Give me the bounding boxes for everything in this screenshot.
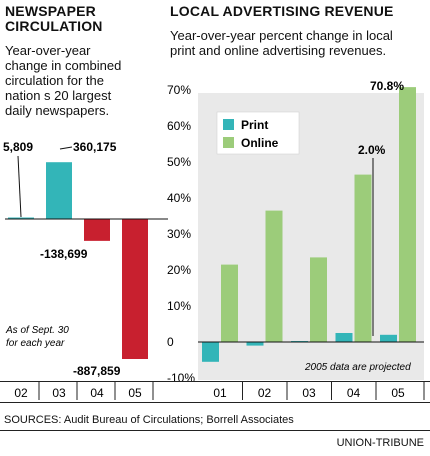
y-tick-label: 10% xyxy=(167,299,191,313)
y-tick-label: -10% xyxy=(167,371,195,385)
print-bar-05 xyxy=(380,334,397,342)
print-bar-01 xyxy=(202,342,219,362)
circulation-x-label-05: 05 xyxy=(128,386,142,400)
x-tick-label-01: 01 xyxy=(213,386,227,400)
y-tick-label: 30% xyxy=(167,227,191,241)
x-tick-label-04: 04 xyxy=(347,386,361,400)
ad-revenue-subtitle: Year-over-year percent change in local p… xyxy=(170,28,393,58)
circulation-title: NEWSPAPER CIRCULATION xyxy=(5,3,103,34)
x-tick-label-02: 02 xyxy=(258,386,272,400)
credit-text: UNION-TRIBUNE xyxy=(336,437,424,449)
online-bar-03 xyxy=(310,257,327,342)
sources-text: SOURCES: Audit Bureau of Circulations; B… xyxy=(4,414,294,426)
x-tick-label-03: 03 xyxy=(302,386,316,400)
ad-revenue-chart: 70% 60% 50% 40% 30% 20% 10% 0 -10% 70.8% 2.0% Pri… xyxy=(167,79,425,400)
circulation-bar-02 xyxy=(8,217,34,219)
circulation-value-label-03: 360,175 xyxy=(73,140,117,154)
circulation-bar-05 xyxy=(122,219,148,359)
circulation-x-label-04: 04 xyxy=(90,386,104,400)
online-bar-01 xyxy=(221,264,238,342)
online-bar-02 xyxy=(265,210,283,342)
ad-revenue-note: 2005 data are projected xyxy=(304,362,411,373)
circulation-x-label-02: 02 xyxy=(14,386,28,400)
axis-top-rule xyxy=(0,381,430,382)
legend-print-swatch xyxy=(223,119,234,130)
footer-rule xyxy=(0,430,430,431)
circulation-note-line1: As of Sept. 30 xyxy=(5,325,69,336)
print-bar-04 xyxy=(335,333,353,342)
legend-print-label: Print xyxy=(241,118,268,132)
circulation-x-label-03: 03 xyxy=(52,386,66,400)
y-tick-label: 50% xyxy=(167,155,191,169)
circulation-subtitle: Year-over-year change in combined circul… xyxy=(5,43,122,118)
online-bar-04 xyxy=(354,174,372,342)
circulation-chart: 5,809 360,175 -138,699 -887,859 As of Sept.… xyxy=(3,140,168,400)
axis-bottom-rule xyxy=(0,402,430,403)
print-2005-value-label: 2.0% xyxy=(358,143,386,157)
y-tick-label: 20% xyxy=(167,263,191,277)
online-2005-value-label: 70.8% xyxy=(370,79,404,93)
y-tick-label: 60% xyxy=(167,119,191,133)
circulation-value-label-04: -138,699 xyxy=(40,247,88,261)
y-tick-label: 40% xyxy=(167,191,191,205)
legend-online-swatch xyxy=(223,137,234,148)
circulation-bar-04 xyxy=(84,219,110,241)
circulation-leader-03 xyxy=(59,146,73,150)
circulation-value-label-05: -887,859 xyxy=(73,364,121,378)
x-tick-label-05: 05 xyxy=(391,386,405,400)
circulation-value-label-02: 5,809 xyxy=(3,140,33,154)
circulation-note-line2: for each year xyxy=(6,338,65,349)
circulation-leader-02 xyxy=(17,155,22,218)
legend-online-label: Online xyxy=(241,136,279,150)
legend: Print Online xyxy=(216,111,300,155)
ad-revenue-title: LOCAL ADVERTISING REVENUE xyxy=(170,3,394,19)
online-bar-05 xyxy=(399,87,416,343)
y-tick-label: 0 xyxy=(167,335,174,349)
y-tick-label: 70% xyxy=(167,83,191,97)
print-bar-02 xyxy=(246,342,264,346)
circulation-bar-03 xyxy=(46,162,72,219)
